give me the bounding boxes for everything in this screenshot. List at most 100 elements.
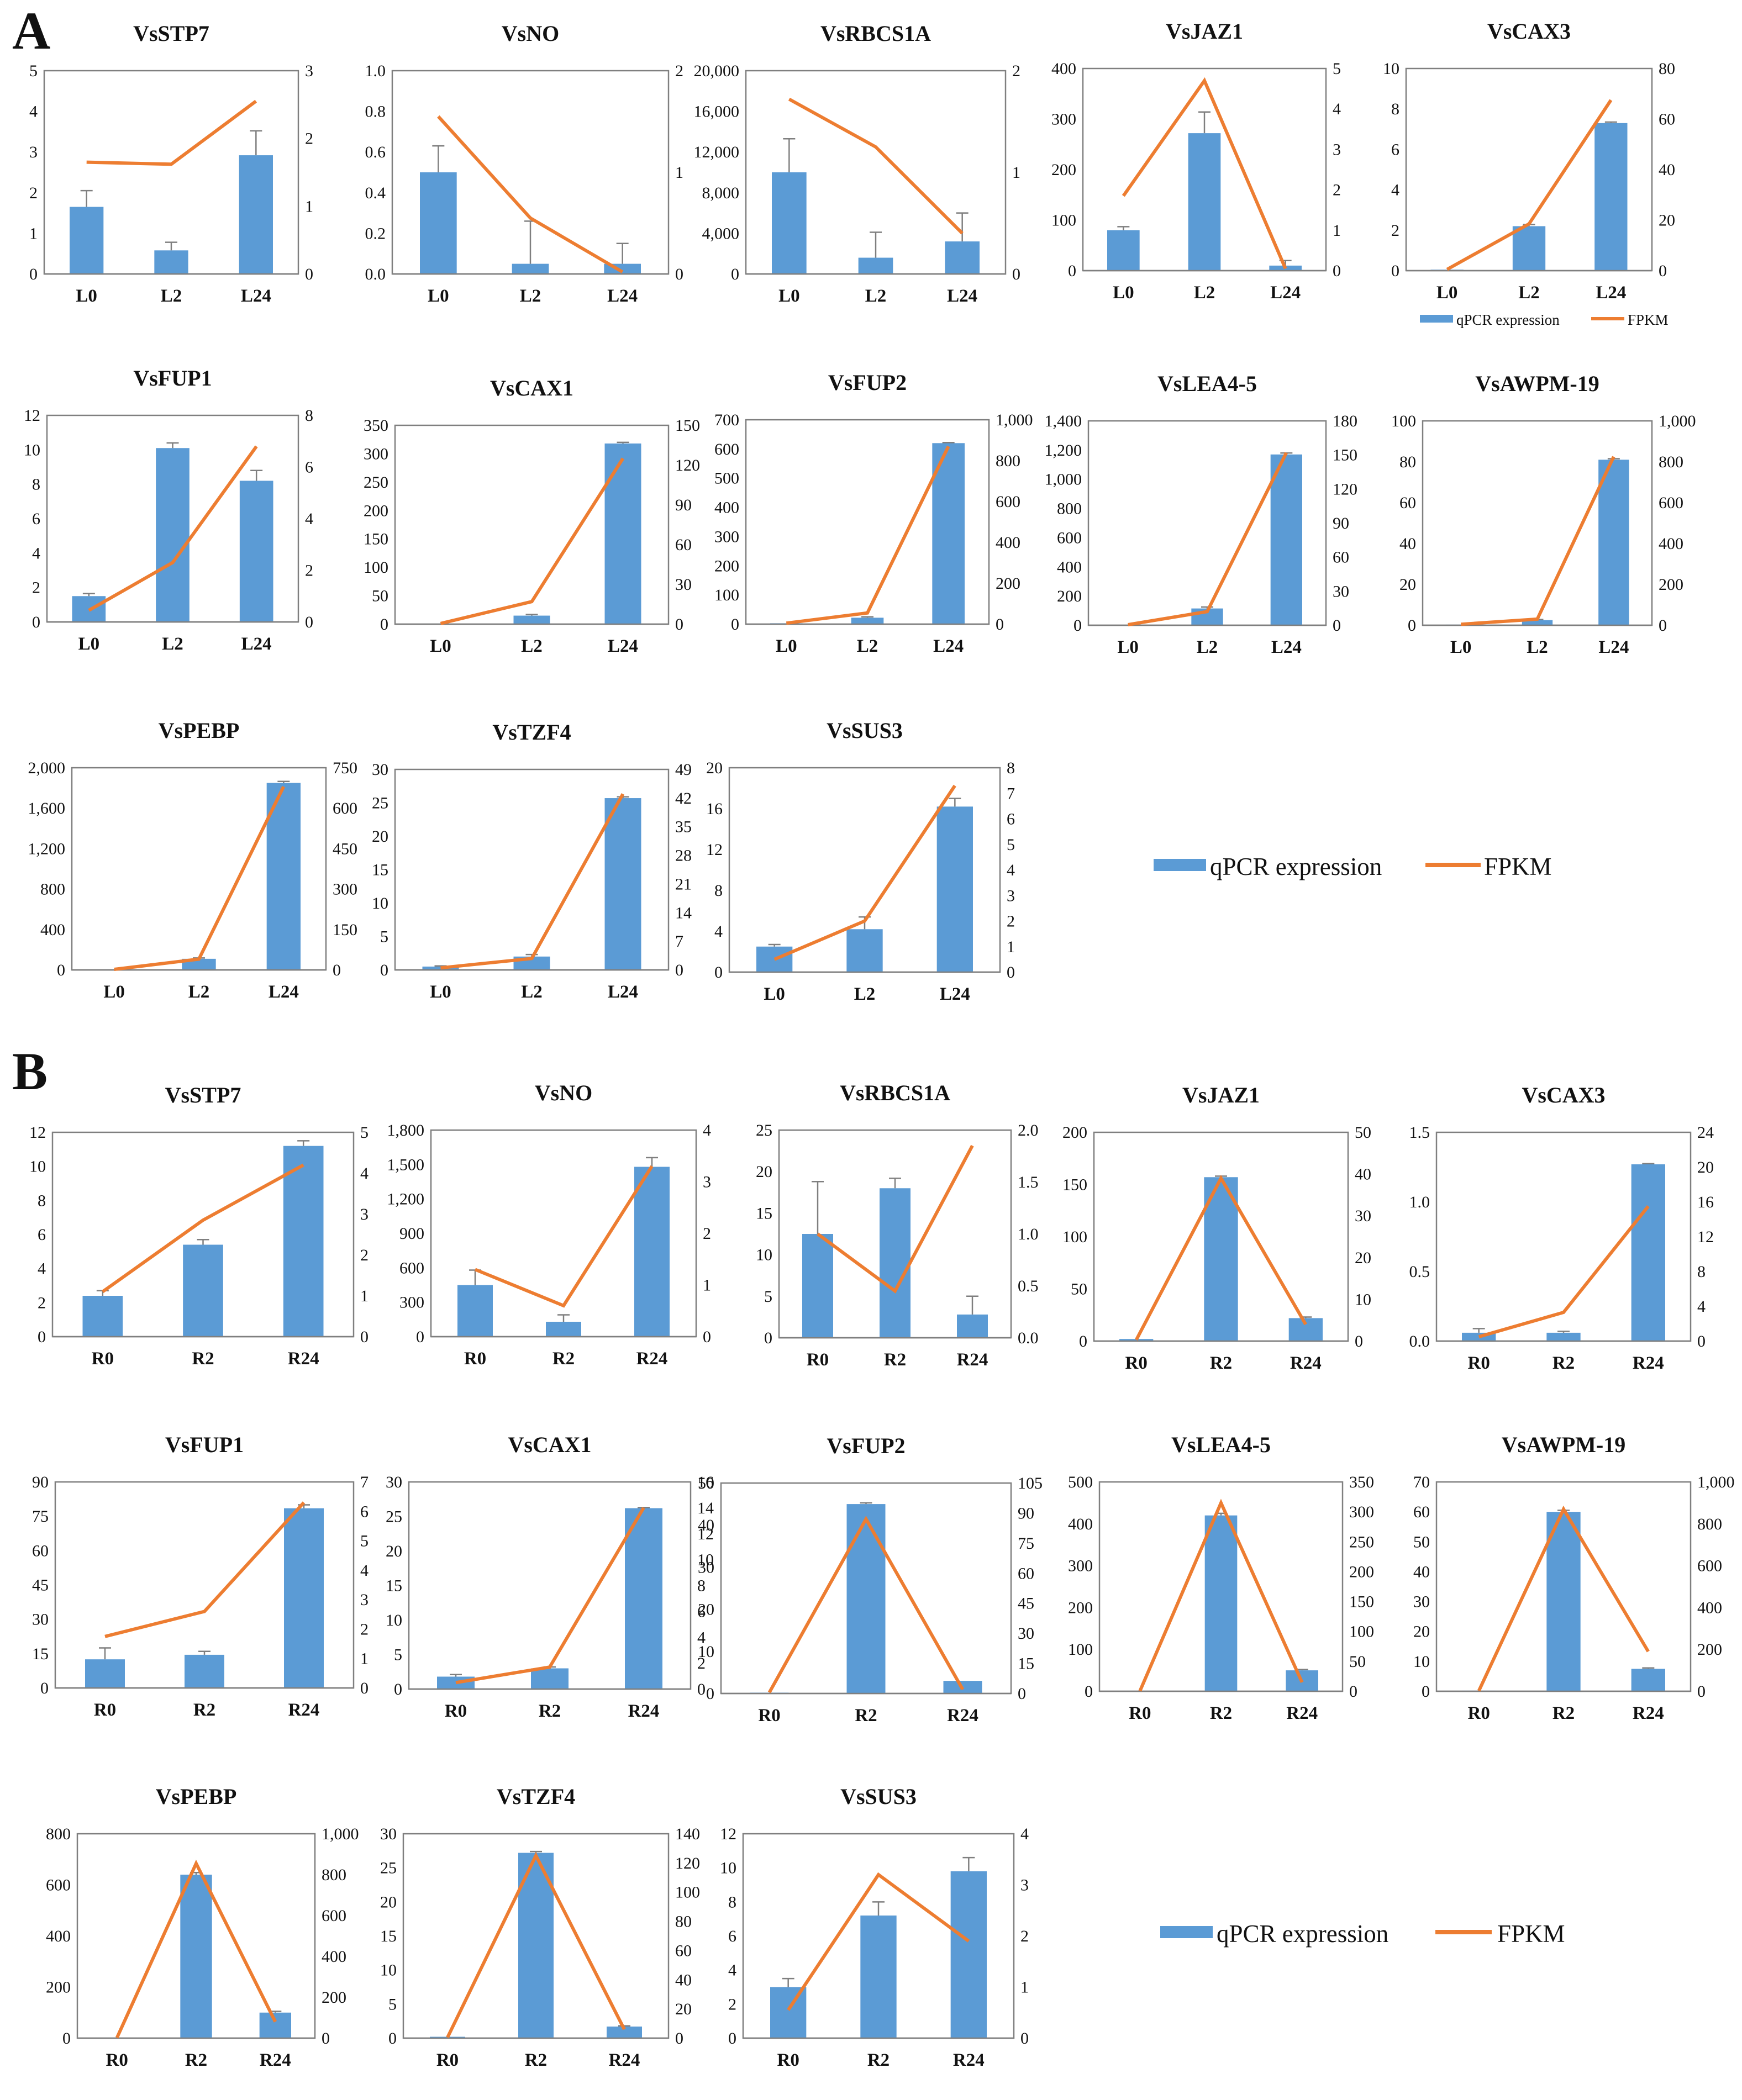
left-tick-label: 400: [46, 1927, 71, 1945]
left-tick-label: 15: [32, 1645, 49, 1663]
left-tick-label: 12: [706, 841, 723, 859]
left-tick-label: 25: [372, 794, 388, 812]
x-tick-label: L0: [778, 286, 800, 306]
x-tick-label: R2: [193, 1700, 215, 1720]
left-tick-label: 150: [364, 530, 388, 548]
left-tick-label: 200: [1057, 587, 1082, 605]
x-tick-label: R2: [1210, 1703, 1232, 1723]
left-tick-label: 200: [1062, 1123, 1087, 1142]
right-tick-label: 2: [305, 130, 313, 148]
x-tick-label: R2: [884, 1350, 906, 1370]
right-tick-label: 0: [1333, 262, 1341, 280]
right-tick-label: 2.0: [1018, 1121, 1039, 1139]
x-tick-label: L0: [1450, 637, 1472, 657]
right-tick-label: 0: [1697, 1682, 1706, 1701]
left-tick-label: 0: [416, 1328, 424, 1346]
left-tick-label: 10: [380, 1961, 397, 1980]
right-tick-label: 12: [697, 1525, 714, 1543]
left-tick-label: 30: [372, 761, 388, 779]
legend-small: qPCR expression FPKM: [1420, 312, 1669, 328]
left-tick-label: 10: [386, 1611, 402, 1629]
chart-title: VsPEBP: [156, 1784, 237, 1809]
left-tick-label: 5: [29, 62, 38, 80]
fpkm-line: [1460, 456, 1615, 626]
left-tick-label: 5: [394, 1646, 402, 1664]
right-tick-label: 4: [1333, 100, 1341, 118]
left-tick-label: 4: [714, 922, 723, 941]
x-tick-label: L2: [188, 982, 210, 1002]
left-tick-label: 100: [1051, 212, 1076, 230]
chart-title: VsCAX1: [508, 1432, 591, 1457]
chart-5: VsCAX3 0 2 4 6 8 10 0 20 40 60 80 L0 L2 L24: [1383, 19, 1675, 303]
left-tick-label: 25: [386, 1508, 402, 1526]
x-tick-label: R24: [260, 2050, 291, 2070]
x-tick-label: L0: [1113, 283, 1134, 303]
x-tick-label: R24: [628, 1701, 660, 1721]
right-tick-label: 3: [360, 1205, 369, 1223]
right-tick-label: 8: [697, 1577, 706, 1595]
right-tick-label: 1,000: [1659, 412, 1696, 430]
chart-3: VsRBCS1A 0 4,000 8,000 12,000 16,000 20,000 0 1 2…: [694, 21, 1021, 306]
x-tick-label: L2: [521, 982, 543, 1002]
left-tick-label: 200: [714, 557, 739, 575]
chart-title: VsNO: [535, 1080, 592, 1105]
qpcr-bar: [634, 1167, 670, 1337]
right-tick-label: 600: [1659, 494, 1683, 512]
right-tick-label: 180: [1333, 412, 1357, 430]
right-tick-label: 0: [305, 613, 313, 631]
left-tick-label: 0: [1073, 616, 1082, 635]
left-tick-label: 12: [24, 407, 40, 425]
x-tick-label: L2: [161, 286, 182, 306]
fpkm-line: [440, 793, 625, 970]
left-tick-label: 60: [1399, 494, 1416, 512]
right-tick-label: 2: [675, 62, 683, 80]
left-tick-label: 0: [764, 1329, 772, 1347]
fpkm-line: [773, 784, 956, 961]
left-tick-label: 700: [714, 411, 739, 429]
x-tick-label: R24: [1286, 1703, 1318, 1723]
left-tick-label: 10: [756, 1246, 772, 1264]
qpcr-bar: [1631, 1669, 1665, 1691]
left-tick-label: 4: [38, 1260, 46, 1278]
right-tick-label: 8: [1697, 1263, 1706, 1281]
fpkm-line: [86, 99, 257, 166]
right-tick-label: 6: [305, 458, 313, 477]
qpcr-bar: [437, 1676, 475, 1689]
right-tick-label: 4: [360, 1164, 369, 1183]
left-tick-label: 0: [1079, 1332, 1087, 1350]
left-tick-label: 70: [1413, 1473, 1430, 1491]
x-tick-label: R0: [758, 1706, 780, 1726]
left-tick-label: 20: [1399, 576, 1416, 594]
right-tick-label: 7: [360, 1473, 369, 1491]
left-tick-label: 6: [728, 1927, 736, 1945]
qpcr-bar: [957, 1314, 988, 1338]
left-tick-label: 0.2: [365, 224, 386, 242]
right-tick-label: 20: [1355, 1249, 1371, 1267]
left-tick-label: 0.8: [365, 103, 386, 121]
right-tick-label: 2: [360, 1246, 369, 1264]
chart-8: VsFUP2 0 100 200 300 400 500 600 700 0 200 400 600 80…: [714, 370, 1033, 656]
right-tick-label: 60: [675, 1941, 692, 1960]
right-tick-label: 16: [1697, 1193, 1714, 1211]
x-tick-label: R24: [288, 1349, 319, 1369]
left-tick-label: 0.4: [365, 184, 386, 202]
right-tick-label: 10: [1355, 1290, 1371, 1308]
chart-title: VsJAZ1: [1182, 1083, 1260, 1107]
x-tick-label: L0: [428, 286, 449, 306]
qpcr-bar: [180, 1875, 212, 2038]
right-tick-label: 450: [333, 840, 357, 858]
right-tick-label: 75: [1018, 1534, 1034, 1553]
right-tick-label: 80: [1659, 60, 1675, 78]
right-tick-label: 8: [1007, 759, 1015, 777]
left-tick-label: 2,000: [28, 759, 66, 777]
right-tick-label: 2: [703, 1225, 711, 1243]
fpkm-line: [1122, 77, 1287, 270]
x-tick-label: L0: [76, 286, 97, 306]
qpcr-bar: [1598, 460, 1629, 625]
legend-a: qPCR expression FPKM: [1154, 853, 1552, 880]
left-tick-label: 400: [714, 499, 739, 517]
left-tick-label: 8: [714, 882, 723, 900]
chart-title: VsSTP7: [165, 1083, 241, 1107]
